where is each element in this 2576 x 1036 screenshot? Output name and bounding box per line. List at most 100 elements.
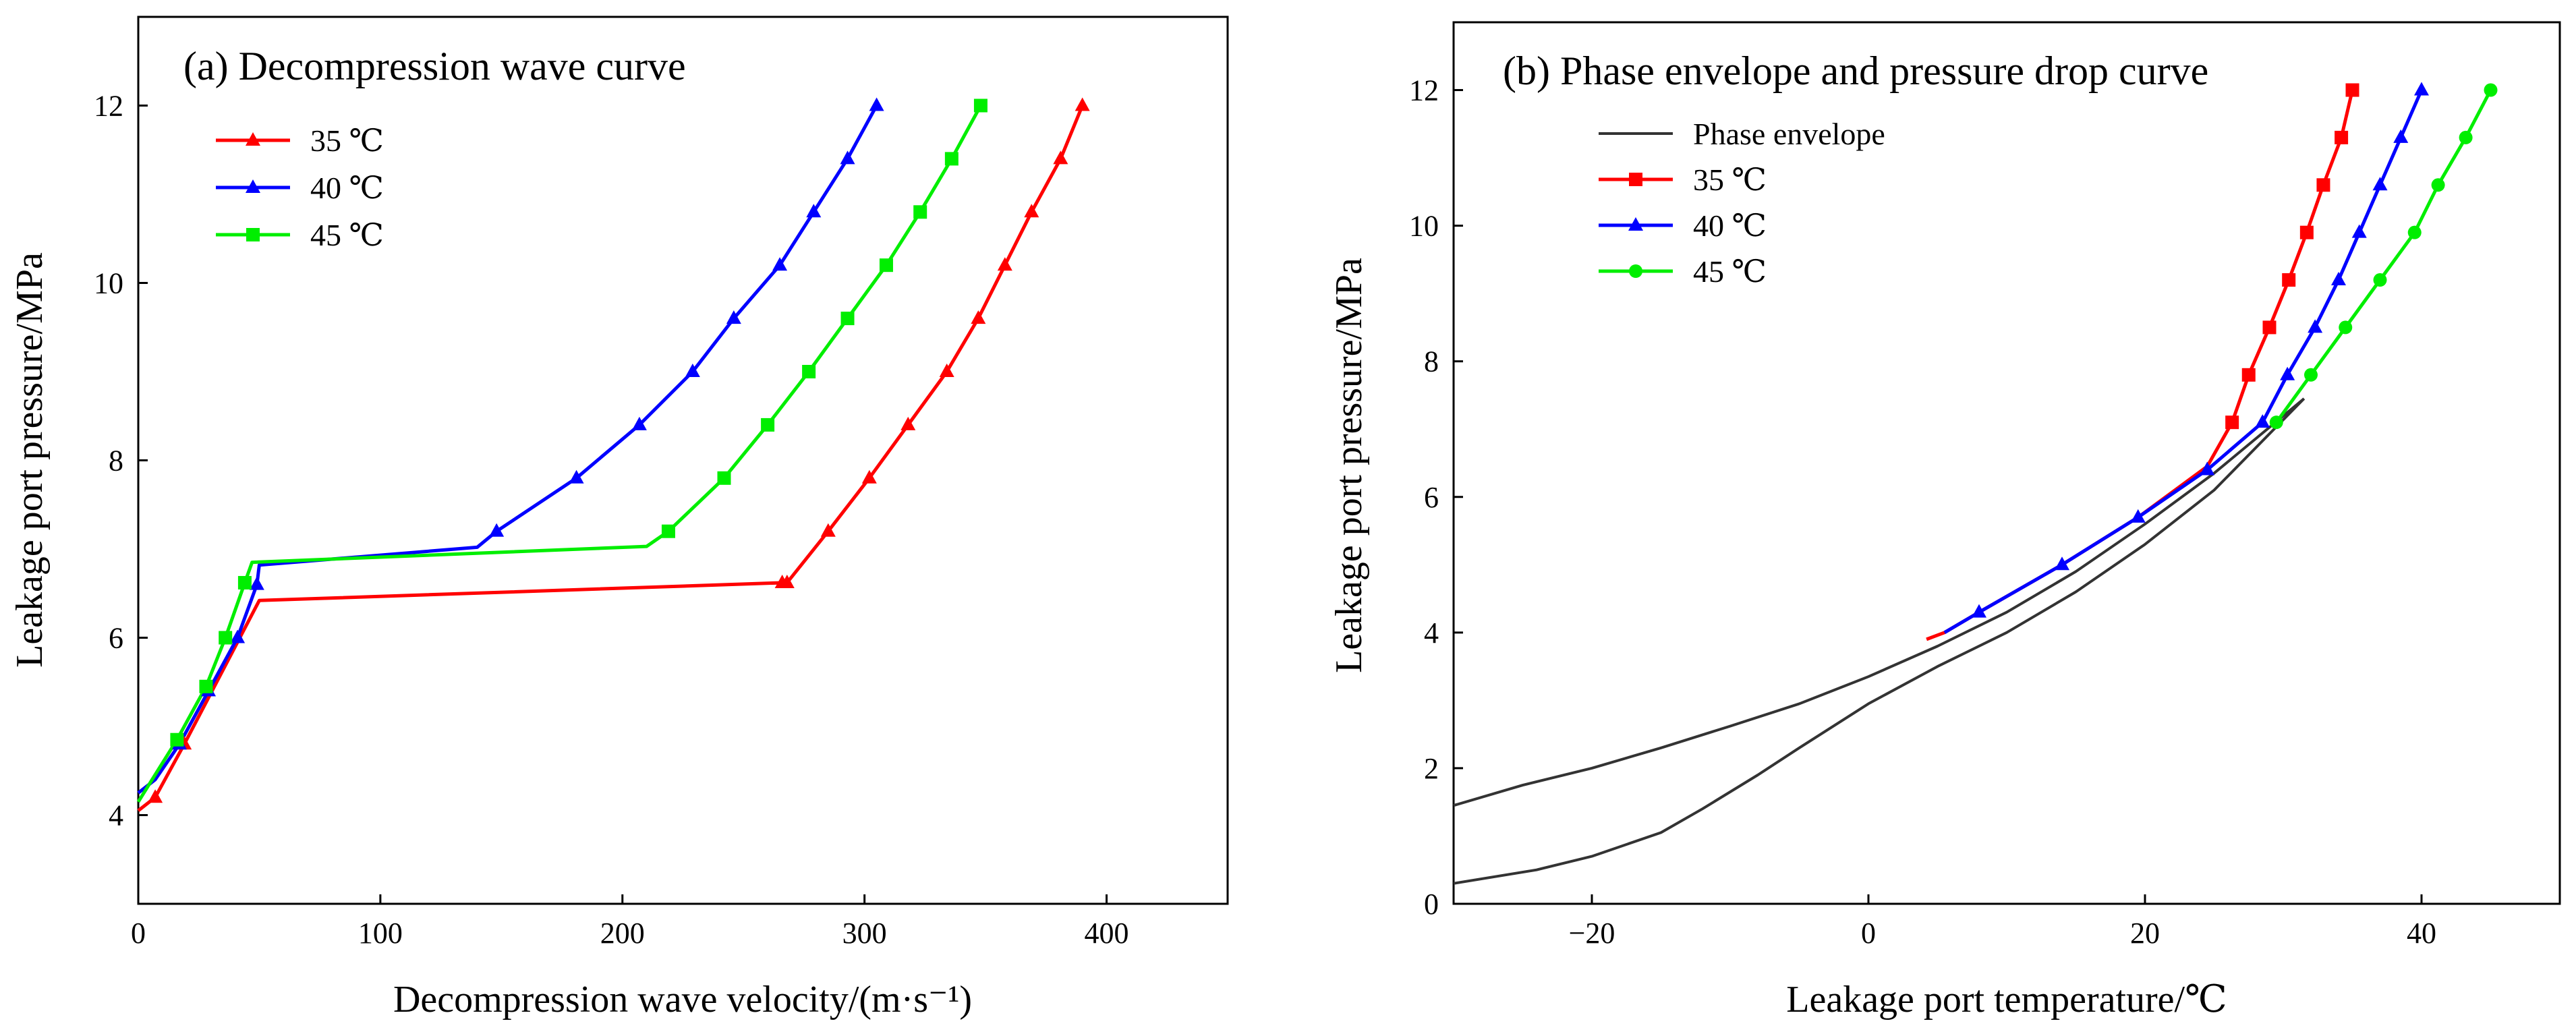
x-tick-label-0-3: 300 — [842, 917, 887, 950]
data-point-c0-s1-plegend — [246, 179, 260, 193]
data-point-c0-s2-p6 — [761, 418, 775, 432]
legend-b: Phase envelope 35 ℃ 40 ℃ 45 ℃ — [1599, 117, 1885, 289]
legend-label-c1-s0: Phase envelope — [1693, 117, 1885, 151]
series-markers-a — [148, 97, 1090, 803]
data-point-c1-s3-p0 — [1972, 604, 1986, 618]
panel-b: −20 0 20 40 0 2 4 6 8 10 12 (b) Phase envelope and… — [1328, 21, 2561, 1020]
data-point-c1-s4-p6 — [2459, 130, 2473, 144]
series-lines-b — [1453, 89, 2492, 885]
legend-label-c1-s4: 45 ℃ — [1693, 254, 1767, 289]
legend-label-c0-s0: 35 ℃ — [310, 123, 384, 158]
data-point-c1-s3-plegend — [1628, 217, 1643, 231]
data-point-c0-s2-p12 — [973, 98, 988, 113]
data-point-c0-s0-p4 — [820, 523, 836, 537]
x-tick-label-1-2: 20 — [2130, 917, 2160, 950]
data-point-c1-s3-p10 — [2393, 129, 2409, 143]
series-markers-b — [1972, 82, 2498, 618]
y-axis-label-a: Leakage port pressure/MPa — [9, 252, 51, 668]
data-point-c0-s2-p1 — [199, 679, 213, 693]
data-point-c0-s1-p5 — [569, 469, 584, 484]
data-point-c0-s1-p4 — [489, 523, 505, 537]
data-point-c1-s3-p11 — [2414, 82, 2429, 96]
chart-title-b: (b) Phase envelope and pressure drop cur… — [1503, 49, 2208, 93]
data-point-c0-s2-p11 — [944, 152, 958, 166]
data-point-c1-s2-p3 — [2282, 273, 2296, 287]
data-point-c1-s3-p5 — [2280, 366, 2295, 380]
y-tick-label-0-1: 6 — [109, 622, 123, 655]
data-point-c0-s0-p5 — [861, 469, 877, 484]
data-point-c1-s2-plegend — [1629, 173, 1642, 186]
series-line-c1-s1 — [1453, 397, 2306, 885]
data-point-c1-s3-p8 — [2351, 224, 2367, 238]
legend-label-c1-s2: 35 ℃ — [1693, 163, 1767, 197]
data-point-c0-s1-p9 — [772, 257, 788, 271]
y-tick-label-1-0: 0 — [1424, 888, 1439, 921]
data-point-c0-s1-p6 — [631, 416, 647, 430]
legend-label-c1-s3: 40 ℃ — [1693, 208, 1767, 243]
data-point-c1-s3-p7 — [2331, 272, 2346, 286]
series-line-c1-s4 — [2274, 89, 2492, 424]
legend-label-c0-s1: 40 ℃ — [310, 171, 384, 205]
data-point-c1-s4-p1 — [2304, 368, 2318, 382]
data-point-c1-s3-p2 — [2130, 509, 2146, 523]
data-point-c0-s2-p4 — [661, 524, 675, 538]
data-point-c0-s0-p6 — [900, 416, 916, 430]
data-point-c0-s2-p5 — [717, 471, 731, 485]
y-tick-label-1-4: 8 — [1424, 345, 1439, 378]
data-point-c1-s2-p1 — [2241, 368, 2256, 382]
x-tick-label-0-4: 400 — [1085, 917, 1129, 950]
data-point-c1-s4-p4 — [2407, 225, 2422, 239]
data-point-c1-s2-p6 — [2335, 130, 2349, 144]
data-point-c1-s3-p6 — [2308, 319, 2323, 333]
x-tick-label-0-0: 0 — [131, 917, 146, 950]
data-point-c0-s0-p11 — [1053, 150, 1068, 165]
series-line-c1-s0 — [1453, 397, 2306, 807]
data-point-c1-s3-p9 — [2372, 177, 2388, 191]
data-point-c1-s3-p3 — [2200, 461, 2215, 476]
data-point-c1-s2-p5 — [2316, 178, 2330, 192]
x-tick-label-1-3: 40 — [2407, 917, 2436, 950]
data-point-c1-s4-plegend — [1629, 264, 1642, 278]
x-tick-label-1-0: −20 — [1569, 917, 1615, 950]
data-point-c0-s0-p9 — [997, 257, 1012, 271]
plot-frame-b — [1452, 21, 2561, 905]
data-point-c1-s2-p2 — [2262, 320, 2277, 335]
y-tick-label-0-2: 8 — [109, 444, 123, 478]
y-tick-label-1-6: 12 — [1409, 74, 1439, 107]
data-point-c1-s4-p5 — [2431, 178, 2445, 192]
data-point-c1-s4-p0 — [2269, 415, 2283, 430]
x-tick-label-0-1: 100 — [358, 917, 403, 950]
data-point-c0-s1-p3 — [249, 576, 264, 590]
data-point-c0-s0-p0 — [148, 789, 163, 803]
data-point-c0-s1-p10 — [806, 204, 822, 218]
data-point-c1-s4-p2 — [2339, 320, 2353, 335]
data-point-c0-s2-p9 — [879, 258, 893, 272]
data-point-c1-s2-p4 — [2299, 225, 2314, 239]
data-point-c0-s2-plegend — [246, 228, 260, 241]
data-point-c0-s2-p8 — [840, 312, 855, 326]
data-point-c0-s2-p0 — [170, 732, 184, 747]
data-point-c0-s2-p10 — [913, 205, 927, 219]
data-point-c1-s3-p4 — [2255, 414, 2270, 428]
y-tick-label-0-3: 10 — [94, 267, 123, 300]
data-point-c0-s1-p12 — [869, 97, 884, 111]
data-point-c0-s0-p3 — [779, 574, 795, 588]
chart-title-a: (a) Decompression wave curve — [183, 44, 686, 88]
ticks-b: −20 0 20 40 0 2 4 6 8 10 12 — [1409, 74, 2436, 950]
x-axis-label-a: Decompression wave velocity/(m·s⁻¹) — [393, 979, 972, 1020]
data-point-c0-s0-p8 — [971, 310, 986, 324]
panel-a: 0 100 200 300 400 4 6 8 10 12 (a) Decompression w… — [9, 16, 1229, 1020]
series-line-c1-s3 — [1943, 89, 2424, 634]
y-tick-label-0-4: 12 — [94, 90, 123, 123]
data-point-c0-s0-p12 — [1075, 97, 1090, 111]
x-tick-label-1-1: 0 — [1861, 917, 1876, 950]
data-point-c0-s1-p8 — [726, 310, 741, 324]
series-line-c0-s1 — [137, 105, 878, 795]
data-point-c0-s1-p2 — [230, 629, 246, 643]
y-tick-label-1-1: 2 — [1424, 752, 1439, 785]
data-point-c0-s0-p7 — [939, 364, 954, 377]
y-tick-label-0-0: 4 — [109, 799, 123, 832]
data-point-c1-s2-p7 — [2345, 83, 2359, 97]
y-tick-label-1-3: 6 — [1424, 481, 1439, 514]
